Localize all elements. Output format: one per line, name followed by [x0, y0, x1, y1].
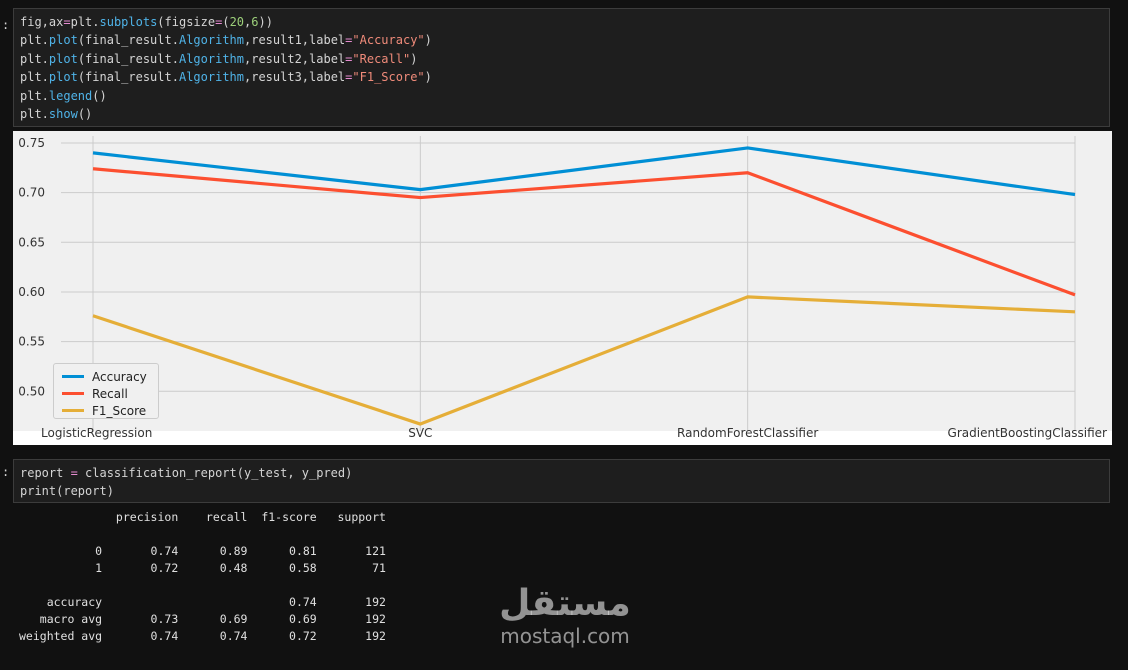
code-token: () — [77, 106, 93, 121]
code-cell-plot[interactable]: fig,ax=plt.subplots(figsize=(20,6)) plt.p… — [13, 8, 1110, 127]
code-token: (final_result. — [77, 70, 179, 85]
report-row: weighted avg 0.74 0.74 0.72 192 — [19, 629, 386, 643]
x-tick-label: LogisticRegression — [41, 426, 152, 440]
code-token: ) — [410, 51, 418, 66]
code-token: = — [215, 15, 223, 29]
legend-swatch-recall — [62, 392, 84, 395]
code-token: )) — [258, 15, 273, 29]
cell-prompt-1: : — [2, 18, 10, 32]
code-token: = — [345, 70, 353, 85]
legend-label-accuracy: Accuracy — [92, 369, 147, 384]
code-token: = — [70, 466, 78, 480]
code-token: print(report) — [20, 484, 114, 499]
code-token: report — [20, 466, 71, 480]
code-token: = — [345, 51, 353, 66]
cell-prompt-2: : — [2, 465, 10, 479]
code-token: "Recall" — [352, 51, 411, 66]
plot-output: 0.50 0.55 0.60 0.65 0.70 0.75 LogisticRegressi… — [13, 131, 1112, 445]
x-tick-label: SVC — [408, 426, 432, 440]
code-token: fig,ax — [20, 15, 64, 29]
x-tick-label: RandomForestClassifier — [677, 426, 818, 440]
code-token: Algorithm — [178, 51, 244, 66]
report-row: 0 0.74 0.89 0.81 121 — [19, 544, 386, 558]
code-token: Algorithm — [178, 33, 244, 48]
code-token: , — [244, 15, 252, 29]
code-cell-report[interactable]: report = classification_report(y_test, y… — [13, 459, 1110, 503]
code-line: print(report) — [20, 482, 1109, 500]
watermark-arabic-logo: مستقل — [499, 583, 631, 624]
code-token: legend — [48, 88, 93, 103]
y-tick-label: 0.50 — [18, 384, 45, 398]
classification-report-output: precision recall f1-score support 0 0.74… — [19, 509, 386, 645]
line-chart: 0.50 0.55 0.60 0.65 0.70 0.75 LogisticRegressi… — [13, 131, 1112, 440]
y-tick-label: 0.65 — [18, 235, 45, 249]
legend-swatch-f1-score — [62, 409, 84, 412]
code-line: report = classification_report(y_test, y… — [20, 464, 1109, 482]
code-token: plt. — [20, 70, 49, 85]
legend-swatch-accuracy — [62, 375, 84, 378]
code-token: plot — [48, 51, 78, 66]
code-token: plt. — [20, 51, 49, 66]
code-token: plt. — [20, 33, 49, 48]
code-token: (final_result. — [77, 51, 179, 66]
chart-legend: Accuracy Recall F1_Score — [53, 363, 159, 419]
y-tick-label: 0.70 — [18, 186, 45, 200]
y-tick-label: 0.60 — [18, 285, 45, 299]
code-token: plt. — [20, 106, 49, 121]
legend-item-recall: Recall — [62, 385, 128, 402]
legend-label-recall: Recall — [92, 386, 128, 401]
code-token: ) — [424, 70, 432, 85]
legend-label-f1-score: F1_Score — [92, 403, 147, 418]
code-token: ( — [222, 15, 230, 29]
code-token: = — [345, 33, 353, 48]
code-line: plt.plot(final_result.Algorithm,result1,… — [20, 31, 1109, 49]
legend-item-accuracy: Accuracy — [62, 368, 147, 385]
code-line: plt.plot(final_result.Algorithm,result2,… — [20, 50, 1109, 68]
code-token: 20 — [229, 15, 245, 29]
code-token: plot — [48, 33, 78, 48]
code-token: "Accuracy" — [352, 33, 425, 48]
report-row: 1 0.72 0.48 0.58 71 — [19, 561, 386, 575]
code-token: ,result2,label — [244, 51, 346, 66]
code-line: fig,ax=plt.subplots(figsize=(20,6)) — [20, 13, 1109, 31]
series-line-f1-score — [92, 295, 1076, 426]
mostaql-watermark: مستقل mostaql.com — [480, 583, 650, 663]
code-token: ) — [424, 33, 432, 48]
code-token: () — [92, 88, 107, 103]
code-token: plt. — [70, 15, 100, 29]
code-token: 6 — [251, 15, 259, 29]
code-token: classification_report(y_test, y_pred) — [77, 466, 353, 480]
x-tick-label: GradientBoostingClassifier — [948, 426, 1108, 440]
report-header: precision recall f1-score support — [19, 510, 386, 524]
code-line: plt.show() — [20, 105, 1109, 123]
code-token: = — [63, 15, 71, 29]
watermark-domain: mostaql.com — [500, 624, 630, 648]
report-row: accuracy 0.74 192 — [19, 595, 386, 609]
legend-item-f1-score: F1_Score — [62, 402, 146, 419]
code-token: plt. — [20, 88, 49, 103]
y-tick-label: 0.75 — [18, 136, 45, 150]
code-token: ,result1,label — [244, 33, 346, 48]
y-tick-label: 0.55 — [18, 335, 45, 349]
code-token: subplots — [99, 15, 158, 29]
series-line-accuracy — [92, 146, 1076, 197]
code-token: Algorithm — [178, 70, 244, 85]
code-token: (figsize — [157, 15, 216, 29]
code-line: plt.plot(final_result.Algorithm,result3,… — [20, 68, 1109, 86]
series-line-recall — [92, 167, 1076, 297]
code-line: plt.legend() — [20, 87, 1109, 105]
code-token: show — [48, 106, 78, 121]
code-token: (final_result. — [77, 33, 179, 48]
plot-background — [13, 131, 1112, 431]
code-token: ,result3,label — [244, 70, 346, 85]
code-token: "F1_Score" — [352, 70, 425, 85]
report-row: macro avg 0.73 0.69 0.69 192 — [19, 612, 386, 626]
code-token: plot — [48, 70, 78, 85]
